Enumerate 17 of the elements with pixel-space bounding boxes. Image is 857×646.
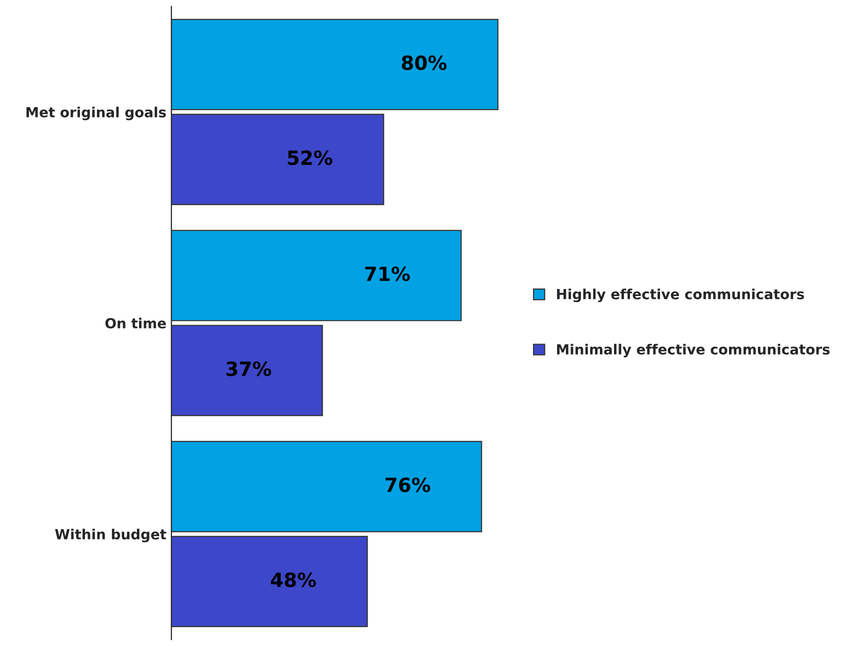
bar [171,114,384,206]
data-label: 37% [226,361,272,376]
data-label: 71% [365,266,410,282]
y-tick-label: Within budget [55,528,166,542]
bar [171,18,498,110]
data-label: 52% [288,150,332,166]
y-tick-label: Met original goals [26,106,166,120]
bar [171,230,462,322]
data-label: 80% [402,55,447,70]
data-label: 48% [270,572,316,588]
bar [171,440,482,532]
data-label: 76% [386,477,430,492]
legend-label: Highly effective communicators [557,288,804,302]
legend-label: Minimally effective communicators [557,344,830,358]
bar [171,536,368,628]
y-tick-label: On time [105,318,166,328]
bar [171,324,323,416]
